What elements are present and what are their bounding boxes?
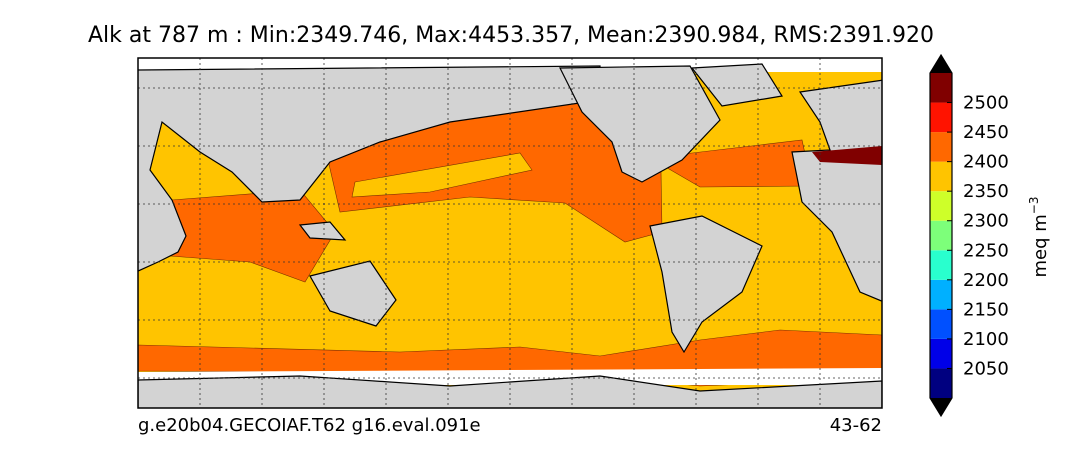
colorbar-extend [930, 398, 952, 416]
colorbar-tick-label: 2300 [963, 211, 1009, 232]
footer-right: 43-62 [830, 415, 882, 436]
land [559, 65, 721, 183]
colorbar-tick-label: 2350 [963, 181, 1009, 202]
colorbar-segment [930, 102, 952, 133]
colorbar-segment [930, 132, 952, 162]
colorbar-tick-label: 2100 [963, 329, 1009, 350]
colorbar-tick-label: 2500 [963, 93, 1009, 114]
colorbar-tick-label: 2150 [963, 299, 1009, 320]
map [137, 57, 883, 409]
colorbar-segment [930, 250, 952, 280]
colorbar-tick-label: 2050 [963, 358, 1009, 379]
colorbar-segment [930, 309, 952, 339]
region [351, 152, 533, 198]
region [812, 146, 882, 165]
colorbar-label: meq m−3 [1027, 197, 1051, 278]
colorbar-extend [930, 55, 952, 73]
land [298, 221, 347, 241]
land [791, 79, 882, 302]
colorbar-segment [930, 73, 952, 103]
land [649, 215, 763, 354]
footer-left: g.e20b04.GECOIAF.T62 g16.eval.091e [138, 415, 481, 436]
colorbar-segment [930, 191, 952, 221]
colorbar-tick-label: 2200 [963, 270, 1009, 291]
colorbar-segment [930, 368, 952, 398]
colorbar-segment [930, 220, 952, 251]
region [159, 189, 336, 283]
land [138, 65, 601, 272]
colorbar-segment [930, 161, 952, 192]
colorbar-segment [930, 279, 952, 310]
colorbar-tick-label: 2250 [963, 240, 1009, 261]
colorbar: 2050 2100 2150 2200 2250 2300 2350 2400 2450 2500… [929, 53, 1051, 418]
colorbar-segment [930, 338, 952, 369]
colorbar-label-text: meq m [1030, 214, 1051, 277]
map-frame [137, 57, 883, 409]
colorbar-frame [929, 53, 953, 418]
map-title: Alk at 787 m : Min:2349.746, Max:4453.35… [88, 23, 934, 48]
colorbar-tick-label: 2400 [963, 152, 1009, 173]
colorbar-label-exponent: −3 [1027, 197, 1041, 215]
land [690, 63, 783, 107]
colorbar-tick-label: 2450 [963, 122, 1009, 143]
